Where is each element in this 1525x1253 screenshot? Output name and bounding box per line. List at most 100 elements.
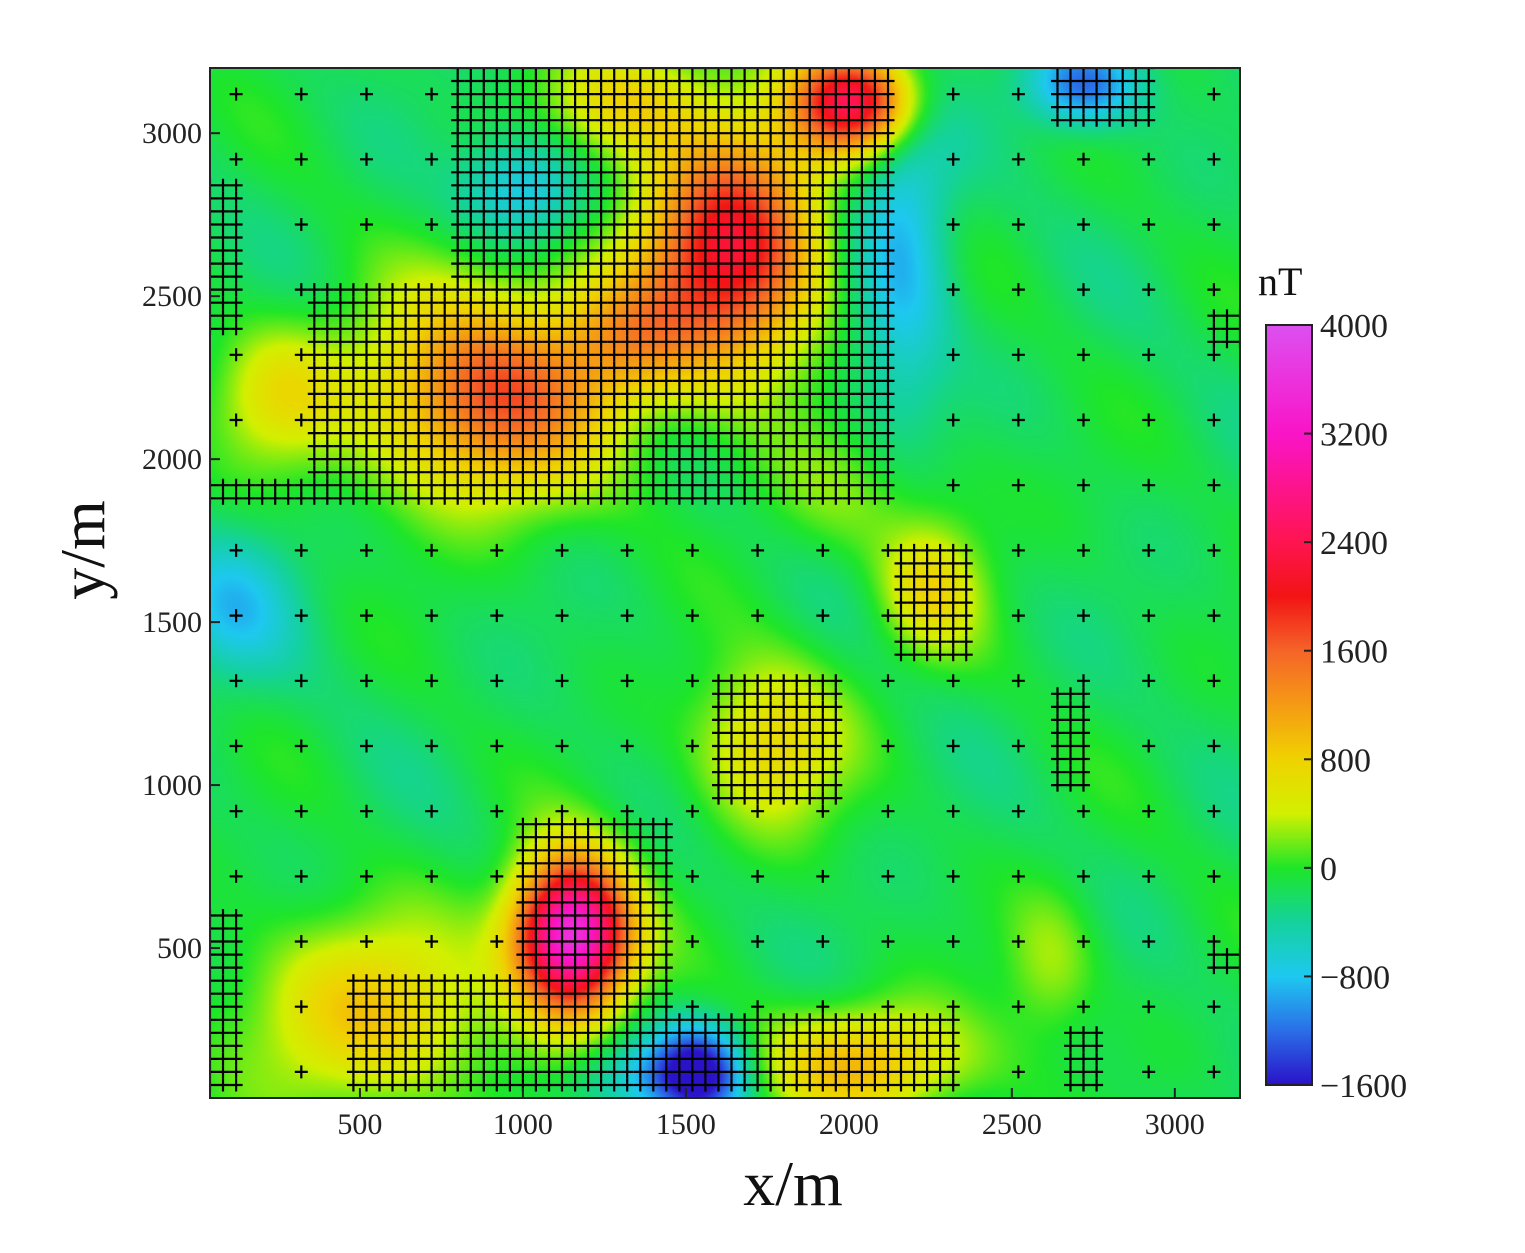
station-marker [1064, 739, 1077, 753]
station-marker [842, 191, 856, 205]
station-marker [764, 100, 778, 114]
station-marker [399, 1000, 413, 1014]
station-marker [790, 74, 804, 88]
station-marker [620, 1078, 634, 1092]
station-marker [1077, 778, 1090, 792]
station-marker [516, 1026, 530, 1040]
station-marker [725, 152, 738, 166]
station-marker [464, 231, 478, 244]
station-marker [816, 309, 830, 323]
station-marker [764, 713, 778, 727]
station-marker [581, 126, 595, 140]
station-marker [516, 1000, 530, 1014]
station-marker [451, 244, 465, 257]
station-marker [477, 296, 491, 310]
station-marker [542, 74, 556, 88]
station-marker [855, 257, 869, 271]
station-marker [464, 68, 478, 75]
station-marker [790, 178, 804, 192]
station-marker [712, 1013, 725, 1027]
station-marker [503, 204, 517, 218]
station-marker [1077, 739, 1090, 753]
station-marker [633, 283, 647, 297]
station-marker [320, 465, 334, 479]
station-marker [777, 1026, 791, 1040]
station-marker [464, 348, 478, 362]
station-marker [894, 543, 908, 557]
station-marker [399, 987, 413, 1001]
station-marker [425, 374, 439, 388]
station-marker [855, 1052, 869, 1066]
station-marker [659, 1052, 673, 1066]
station-marker [803, 322, 817, 336]
station-marker [594, 126, 608, 140]
station-marker [751, 178, 765, 192]
station-marker [1051, 739, 1064, 753]
station-marker [490, 869, 504, 883]
station-marker [1077, 1000, 1090, 1014]
station-marker [712, 1039, 725, 1053]
station-marker [320, 361, 334, 375]
station-marker [438, 1052, 452, 1066]
station-marker [477, 87, 491, 101]
station-marker [346, 413, 360, 427]
station-marker [698, 68, 712, 75]
station-marker [360, 609, 373, 623]
station-marker [685, 100, 699, 114]
station-marker [620, 948, 634, 962]
station-marker [725, 257, 738, 271]
station-marker [425, 283, 439, 297]
station-marker [803, 739, 817, 753]
station-marker [516, 882, 530, 896]
station-marker [516, 922, 530, 935]
station-marker [633, 922, 647, 935]
station-marker [725, 204, 738, 218]
station-marker [594, 426, 608, 440]
station-marker [438, 1039, 452, 1053]
station-marker [360, 296, 373, 310]
station-marker [725, 400, 738, 414]
station-marker [842, 322, 856, 336]
station-marker [855, 309, 869, 323]
station-marker [725, 74, 738, 88]
station-marker [907, 570, 921, 583]
station-marker [464, 139, 478, 153]
station-marker [764, 68, 778, 75]
station-marker [503, 270, 517, 284]
station-marker [607, 257, 621, 271]
station-marker [829, 739, 843, 753]
station-marker [712, 739, 725, 753]
station-marker [210, 309, 217, 323]
station-marker [529, 974, 543, 988]
station-marker [816, 869, 830, 883]
station-marker [594, 309, 608, 323]
station-marker [464, 1052, 478, 1066]
station-marker [646, 413, 660, 427]
station-marker [764, 387, 778, 401]
station-marker [210, 296, 217, 310]
station-marker [751, 387, 765, 401]
station-marker [685, 491, 699, 505]
station-marker [529, 817, 543, 831]
station-marker [633, 348, 647, 362]
station-marker [946, 218, 960, 231]
station-marker [542, 361, 556, 375]
station-marker [620, 87, 634, 101]
station-marker [412, 283, 426, 297]
station-marker [503, 68, 517, 75]
station-marker [425, 452, 439, 466]
station-marker [1142, 543, 1156, 557]
station-marker [412, 987, 426, 1001]
station-marker [868, 361, 882, 375]
station-marker [659, 152, 673, 166]
station-marker [920, 1052, 934, 1066]
station-marker [581, 178, 595, 192]
station-marker [672, 244, 686, 257]
station-marker [633, 961, 647, 975]
station-marker [868, 126, 882, 140]
station-marker [751, 113, 765, 127]
station-marker [738, 439, 752, 453]
station-marker [685, 74, 699, 88]
station-marker [777, 491, 791, 505]
station-marker [712, 191, 725, 205]
